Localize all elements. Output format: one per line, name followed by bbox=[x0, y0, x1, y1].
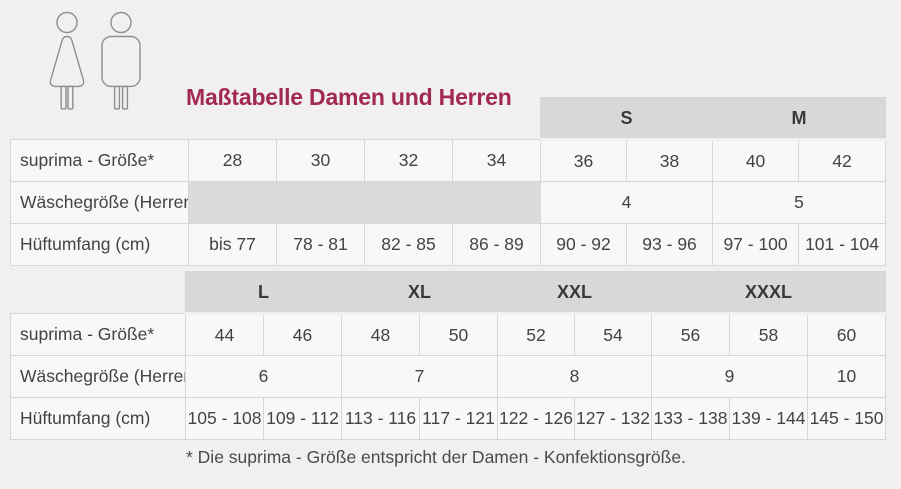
hip-range-cell: 105 - 108 bbox=[185, 397, 264, 440]
size-group-header-xxxl: XXXL bbox=[651, 271, 887, 315]
hip-range-cell: 127 - 132 bbox=[574, 397, 653, 440]
size-table-s-m: S M suprima - Größe* 28 30 32 34 36 38 4… bbox=[10, 97, 887, 266]
man-leg-left bbox=[113, 85, 121, 110]
woman-head bbox=[56, 11, 78, 34]
row-label-waeschegroesse: Wäschegröße (Herren) bbox=[10, 181, 189, 224]
table-row-waeschegroesse: Wäschegröße (Herren) 4 5 bbox=[10, 181, 887, 224]
underwear-size-cell: 5 bbox=[712, 181, 887, 224]
hip-range-cell: 139 - 144 bbox=[729, 397, 809, 440]
size-table-l-xxxl: L XL XXL XXXL suprima - Größe* 44 46 48 … bbox=[10, 271, 887, 440]
header-spacer bbox=[11, 98, 541, 140]
size-group-header-xxl: XXL bbox=[497, 271, 653, 315]
size-cell: 50 bbox=[418, 313, 499, 356]
size-cell: 48 bbox=[341, 313, 420, 356]
woman-man-icon bbox=[36, 8, 150, 119]
row-label-suprima-groesse: suprima - Größe* bbox=[10, 313, 186, 356]
size-group-header-s: S bbox=[540, 97, 714, 141]
underwear-size-cell: 10 bbox=[807, 355, 887, 398]
size-cell: 46 bbox=[263, 313, 342, 356]
woman-leg-right bbox=[67, 85, 74, 110]
size-group-header-l: L bbox=[185, 271, 342, 315]
row-label-waeschegroesse: Wäschegröße (Herren) bbox=[10, 355, 186, 398]
hip-range-cell: 82 - 85 bbox=[364, 223, 453, 266]
hip-range-cell: 109 - 112 bbox=[263, 397, 342, 440]
size-cell: 28 bbox=[188, 139, 277, 182]
group-header-row: L XL XXL XXXL bbox=[11, 271, 887, 315]
hip-range-cell: 90 - 92 bbox=[540, 223, 628, 266]
table-row-waeschegroesse: Wäschegröße (Herren) 6 7 8 9 10 bbox=[10, 355, 887, 398]
hip-range-cell: 117 - 121 bbox=[418, 397, 499, 440]
footnote: * Die suprima - Größe entspricht der Dam… bbox=[186, 447, 686, 467]
size-group-header-m: M bbox=[712, 97, 887, 141]
size-cell: 42 bbox=[798, 139, 887, 182]
man-body bbox=[101, 35, 141, 88]
underwear-size-cell: 7 bbox=[340, 355, 499, 398]
underwear-size-cell: 9 bbox=[651, 355, 809, 398]
group-header-row: S M bbox=[11, 97, 887, 141]
size-group-header-xl: XL bbox=[340, 271, 499, 315]
size-cell: 30 bbox=[276, 139, 365, 182]
hip-range-cell: 113 - 116 bbox=[341, 397, 420, 440]
size-cell: 36 bbox=[540, 139, 628, 182]
empty-cell bbox=[187, 181, 542, 224]
underwear-size-cell: 4 bbox=[540, 181, 714, 224]
man-head bbox=[110, 11, 132, 34]
size-cell: 38 bbox=[626, 139, 714, 182]
woman-leg-left bbox=[60, 85, 67, 110]
woman-dress bbox=[49, 35, 85, 88]
table-row-suprima-groesse: suprima - Größe* 28 30 32 34 36 38 40 42 bbox=[10, 139, 887, 182]
table-row-suprima-groesse: suprima - Größe* 44 46 48 50 52 54 56 58… bbox=[10, 313, 887, 356]
hip-range-cell: 93 - 96 bbox=[626, 223, 714, 266]
hip-range-cell: 133 - 138 bbox=[651, 397, 731, 440]
underwear-size-cell: 6 bbox=[185, 355, 342, 398]
size-cell: 54 bbox=[574, 313, 653, 356]
table-row-hueftumfang: Hüftumfang (cm) bis 77 78 - 81 82 - 85 8… bbox=[10, 223, 887, 266]
table-row-hueftumfang: Hüftumfang (cm) 105 - 108 109 - 112 113 … bbox=[10, 397, 887, 440]
size-cell: 52 bbox=[497, 313, 576, 356]
hip-range-cell: 101 - 104 bbox=[798, 223, 887, 266]
size-cell: 44 bbox=[185, 313, 264, 356]
size-cell: 34 bbox=[451, 139, 542, 182]
hip-range-cell: bis 77 bbox=[188, 223, 277, 266]
hip-range-cell: 97 - 100 bbox=[712, 223, 800, 266]
size-cell: 58 bbox=[729, 313, 809, 356]
hip-range-cell: 145 - 150 bbox=[807, 397, 887, 440]
size-cell: 40 bbox=[712, 139, 800, 182]
size-cell: 32 bbox=[364, 139, 453, 182]
size-cell: 60 bbox=[807, 313, 887, 356]
hip-range-cell: 122 - 126 bbox=[497, 397, 576, 440]
size-cell: 56 bbox=[651, 313, 731, 356]
man-leg-right bbox=[121, 85, 129, 110]
row-label-hueftumfang: Hüftumfang (cm) bbox=[10, 223, 189, 266]
row-label-suprima-groesse: suprima - Größe* bbox=[10, 139, 189, 182]
header-spacer bbox=[11, 272, 186, 314]
underwear-size-cell: 8 bbox=[497, 355, 653, 398]
hip-range-cell: 86 - 89 bbox=[451, 223, 542, 266]
row-label-hueftumfang: Hüftumfang (cm) bbox=[10, 397, 186, 440]
hip-range-cell: 78 - 81 bbox=[276, 223, 365, 266]
page-title: Maßtabelle Damen und Herren bbox=[186, 84, 512, 110]
woman-man-icon-svg bbox=[49, 11, 141, 110]
